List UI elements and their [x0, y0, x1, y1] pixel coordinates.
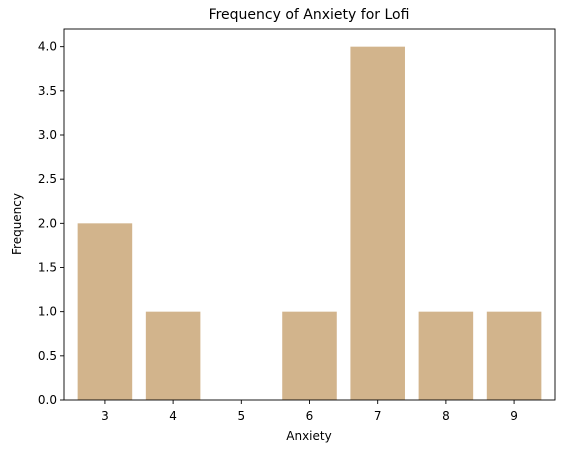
x-axis-title: Anxiety — [286, 429, 331, 443]
x-tick-label: 3 — [101, 409, 109, 423]
x-tick-label: 7 — [374, 409, 382, 423]
y-axis-title: Frequency — [10, 193, 24, 255]
y-tick-label: 2.5 — [38, 172, 57, 186]
y-tick-label: 0.0 — [38, 393, 57, 407]
x-tick-label: 9 — [510, 409, 518, 423]
bar-9 — [487, 312, 542, 400]
bar-4 — [146, 312, 201, 400]
y-tick-label: 1.0 — [38, 305, 57, 319]
y-tick-label: 2.0 — [38, 216, 57, 230]
y-tick-label: 0.5 — [38, 349, 57, 363]
bar-3 — [78, 223, 133, 400]
y-tick-label: 4.0 — [38, 40, 57, 54]
bar-7 — [350, 47, 405, 400]
x-tick-label: 4 — [169, 409, 177, 423]
chart-title: Frequency of Anxiety for Lofi — [209, 7, 410, 23]
x-tick-label: 8 — [442, 409, 450, 423]
bar-6 — [282, 312, 337, 400]
y-tick-label: 1.5 — [38, 261, 57, 275]
y-tick-label: 3.5 — [38, 84, 57, 98]
x-tick-label: 5 — [237, 409, 245, 423]
y-tick-label: 3.0 — [38, 128, 57, 142]
x-tick-label: 6 — [306, 409, 314, 423]
bar-8 — [419, 312, 474, 400]
